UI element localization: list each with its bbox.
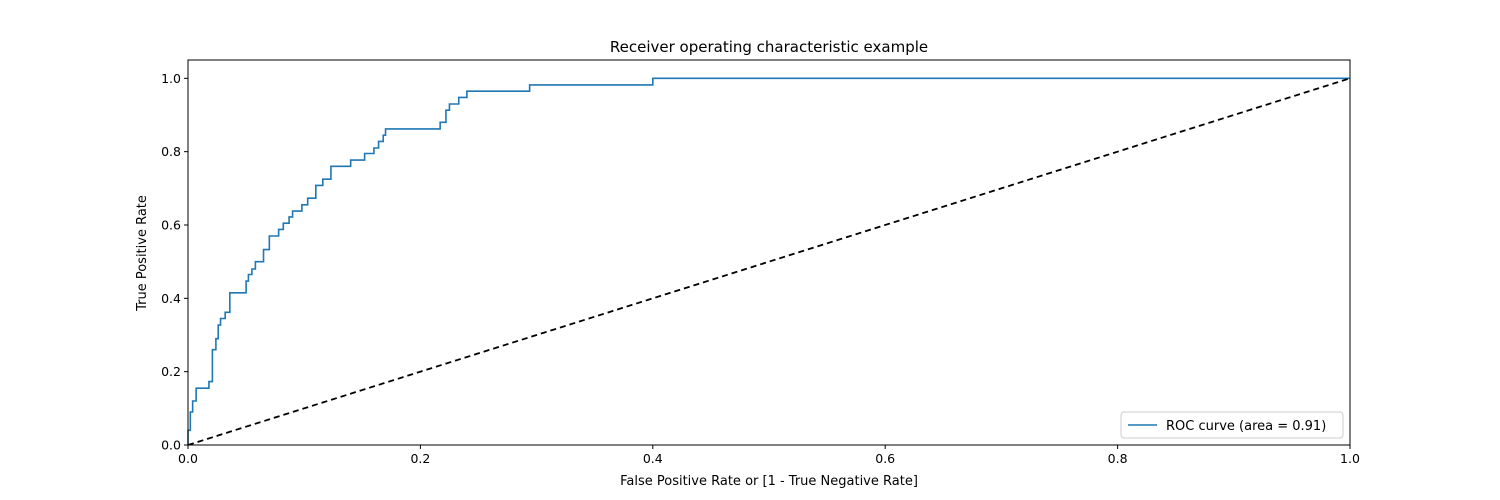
y-tick-label: 0.6 (161, 218, 181, 233)
legend: ROC curve (area = 0.91) (1120, 411, 1344, 439)
x-tick-label: 0.0 (178, 451, 198, 466)
axes-frame (187, 59, 1351, 446)
y-tick-label: 0.2 (161, 364, 181, 379)
plot-area (187, 59, 1351, 446)
y-tick-label: 0.8 (161, 144, 181, 159)
series-layer (187, 77, 1351, 446)
x-tick-label: 0.2 (410, 451, 430, 466)
y-axis-ticks: 0.0 0.2 0.4 0.6 0.8 1.0 (161, 71, 188, 453)
chart-title: Receiver operating characteristic exampl… (610, 38, 928, 56)
chance-diagonal-line (187, 77, 1351, 446)
roc-curve-line (187, 77, 1350, 445)
y-axis-label: True Positive Rate (135, 195, 150, 312)
x-tick-label: 0.4 (643, 451, 663, 466)
y-tick-label: 0.0 (161, 438, 181, 453)
x-axis-label: False Positive Rate or [1 - True Negativ… (620, 474, 918, 489)
legend-box (1120, 411, 1344, 439)
legend-label-roc-curve: ROC curve (area = 0.91) (1166, 419, 1326, 434)
y-tick-label: 1.0 (161, 71, 181, 86)
y-tick-label: 0.4 (161, 291, 181, 306)
x-tick-label: 0.8 (1108, 451, 1128, 466)
x-tick-label: 0.6 (875, 451, 895, 466)
x-tick-label: 1.0 (1340, 451, 1360, 466)
x-axis-ticks: 0.0 0.2 0.4 0.6 0.8 1.0 (178, 445, 1360, 466)
